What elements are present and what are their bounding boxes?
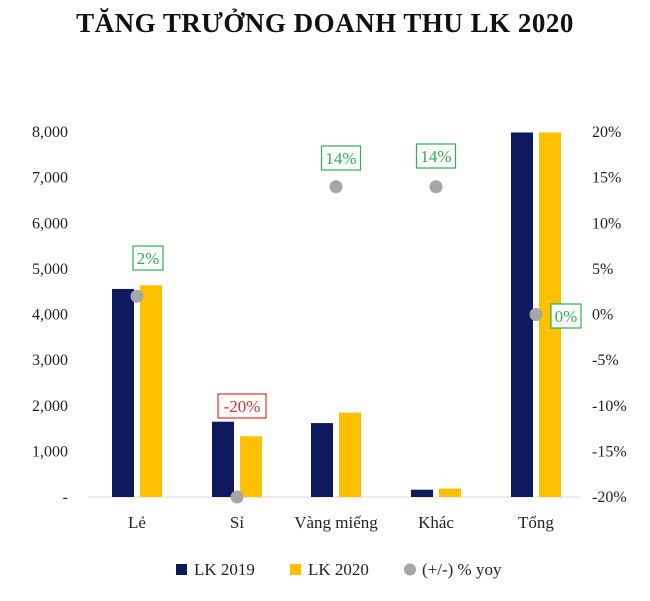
yoy-point — [329, 180, 343, 194]
category-label: Khác — [418, 513, 454, 532]
yoy-label: 2% — [137, 249, 160, 268]
yoy-label-box — [217, 393, 267, 419]
yoy-point — [230, 490, 244, 504]
yoy-label-box — [132, 245, 164, 271]
bar-lk2020 — [339, 412, 361, 497]
bar-lk2019 — [311, 423, 333, 497]
right-tick-label: 0% — [592, 307, 613, 324]
left-tick-label: 1,000 — [32, 443, 68, 460]
category-label: Lẻ — [128, 513, 146, 532]
right-axis: -20% -15% -10% -5% 0% 5% 10% 15% 20% — [592, 124, 627, 506]
left-tick-label: 7,000 — [32, 170, 68, 187]
category-label: Vàng miếng — [294, 513, 378, 532]
left-tick-label: 8,000 — [32, 124, 68, 141]
yoy-label-box — [415, 143, 457, 169]
right-tick-label: -20% — [592, 489, 627, 506]
yoy-points-group — [130, 180, 543, 504]
yoy-label: 14% — [420, 147, 451, 166]
bar-lk2020 — [240, 436, 262, 497]
category-label: Tổng — [518, 513, 554, 532]
right-tick-label: 20% — [592, 124, 621, 141]
right-tick-label: -5% — [592, 352, 619, 369]
bar-lk2020 — [140, 285, 162, 497]
legend-swatch — [404, 563, 416, 576]
left-tick-label: 4,000 — [32, 307, 68, 324]
legend-label: LK 2019 — [194, 560, 255, 579]
bar-lk2019 — [112, 288, 134, 497]
bar-lk2019 — [411, 489, 433, 497]
yoy-label: -20% — [224, 397, 261, 416]
bar-lk2019 — [511, 132, 533, 498]
left-tick-label: 2,000 — [32, 398, 68, 415]
yoy-label-box — [550, 303, 582, 329]
legend-label: LK 2020 — [308, 560, 369, 579]
right-tick-label: 10% — [592, 215, 621, 232]
chart-title: TĂNG TRƯỞNG DOANH THU LK 2020 — [76, 8, 574, 38]
left-tick-label: 3,000 — [32, 352, 68, 369]
yoy-point — [429, 180, 443, 194]
right-tick-label: -15% — [592, 443, 627, 460]
category-label: Sỉ — [230, 513, 244, 532]
legend-label: (+/-) % yoy — [422, 560, 502, 579]
bar-lk2020 — [539, 132, 561, 498]
yoy-label: 14% — [325, 149, 356, 168]
legend: LK 2019 LK 2020 (+/-) % yoy — [176, 560, 502, 579]
left-tick-label: - — [63, 489, 68, 506]
left-tick-label: 6,000 — [32, 215, 68, 232]
left-tick-label: 5,000 — [32, 261, 68, 278]
right-tick-label: -10% — [592, 398, 627, 415]
legend-swatch — [176, 564, 187, 575]
yoy-label-box — [320, 145, 362, 171]
right-tick-label: 15% — [592, 170, 621, 187]
bar-lk2019 — [212, 421, 234, 497]
category-labels-group: Lẻ Sỉ Vàng miếng Khác Tổng — [128, 513, 554, 532]
right-tick-label: 5% — [592, 261, 613, 278]
bar-lk2020 — [439, 488, 461, 497]
yoy-label: 0% — [555, 307, 578, 326]
legend-swatch — [290, 564, 301, 575]
yoy-point — [529, 308, 543, 321]
yoy-point — [130, 289, 144, 303]
left-axis: - 1,000 2,000 3,000 4,000 5,000 6,000 7,000 8,00… — [32, 124, 580, 506]
data-labels-group: 2% -20% 14% 14% 0% — [132, 143, 582, 419]
bars-group — [112, 132, 561, 498]
